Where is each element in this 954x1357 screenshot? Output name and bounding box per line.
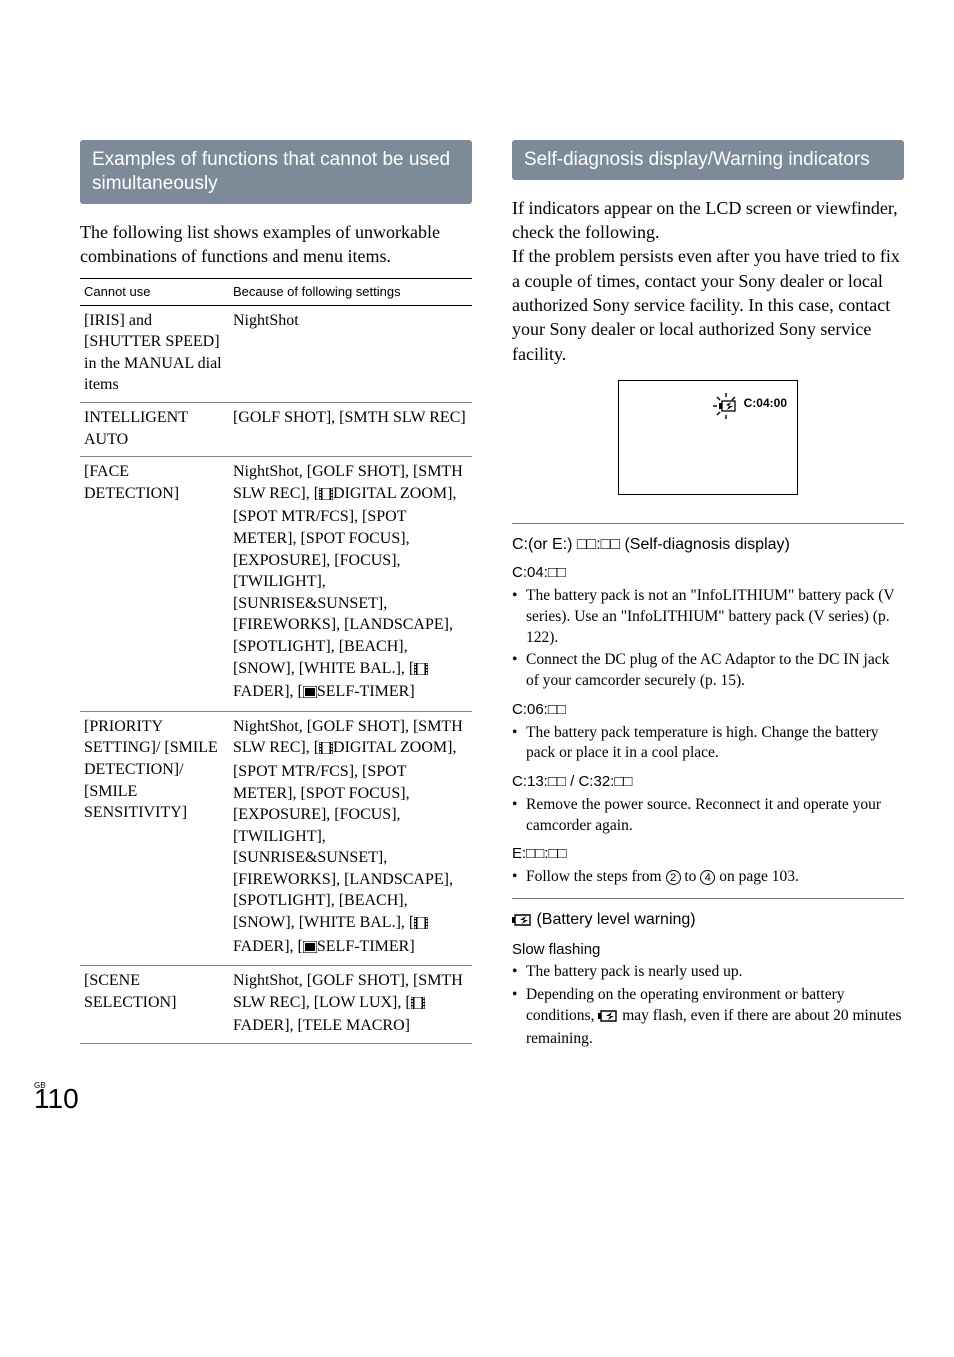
cell-cannot-use: [SCENE SELECTION] — [80, 966, 229, 1044]
cell-because: NightShot, [GOLF SHOT], [SMTH SLW REC], … — [229, 966, 472, 1044]
left-intro: The following list shows examples of unw… — [80, 220, 472, 269]
bullet-item: Follow the steps from 2 to 4 on page 103… — [512, 867, 904, 888]
bullet-list: The battery pack is not an "InfoLITHIUM"… — [512, 586, 904, 693]
film-icon — [319, 485, 333, 507]
circled-2: 2 — [666, 870, 681, 885]
cell-because: NightShot, [GOLF SHOT], [SMTH SLW REC], … — [229, 711, 472, 966]
battery-icon — [512, 911, 532, 933]
right-intro: If indicators appear on the LCD screen o… — [512, 196, 904, 366]
item-label: C:04:□□ — [512, 563, 904, 583]
battery-icon — [598, 1008, 618, 1029]
photo-icon — [303, 683, 317, 705]
right-sections: C:(or E:) □□:□□ (Self-diagnosis display)… — [512, 523, 904, 1050]
right-section-header: Self-diagnosis display/Warning indicator… — [512, 140, 904, 180]
cell-cannot-use: [PRIORITY SETTING]/ [SMILE DETECTION]/ [… — [80, 711, 229, 966]
item-label: C:06:□□ — [512, 700, 904, 720]
bullet-list: Remove the power source. Reconnect it an… — [512, 795, 904, 837]
cell-because: [GOLF SHOT], [SMTH SLW REC] — [229, 403, 472, 457]
film-icon — [414, 914, 428, 936]
cell-because: NightShot, [GOLF SHOT], [SMTH SLW REC], … — [229, 457, 472, 712]
film-icon — [414, 660, 428, 682]
bullet-item: The battery pack is not an "InfoLITHIUM"… — [512, 586, 904, 649]
page-number: 110 — [34, 1080, 954, 1118]
bullet-item: The battery pack is nearly used up. — [512, 962, 904, 983]
photo-icon — [303, 938, 317, 960]
bullet-item: Connect the DC plug of the AC Adaptor to… — [512, 650, 904, 692]
circled-4: 4 — [700, 870, 715, 885]
bullet-list: Follow the steps from 2 to 4 on page 103… — [512, 867, 904, 888]
cell-cannot-use: [FACE DETECTION] — [80, 457, 229, 712]
gb-label: GB — [34, 1081, 46, 1092]
item-label: Slow flashing — [512, 940, 904, 960]
table-row: [FACE DETECTION]NightShot, [GOLF SHOT], … — [80, 457, 472, 712]
table-row: [PRIORITY SETTING]/ [SMILE DETECTION]/ [… — [80, 711, 472, 966]
left-section-header: Examples of functions that cannot be use… — [80, 140, 472, 204]
film-icon — [411, 994, 425, 1016]
cell-cannot-use: INTELLIGENT AUTO — [80, 403, 229, 457]
th-cannot-use: Cannot use — [80, 279, 229, 306]
bullet-item: The battery pack temperature is high. Ch… — [512, 723, 904, 765]
item-label: C:13:□□ / C:32:□□ — [512, 772, 904, 792]
left-column: Examples of functions that cannot be use… — [80, 140, 472, 1052]
item-label: E:□□:□□ — [512, 844, 904, 864]
diagnosis-display-box: C:04:00 — [618, 380, 798, 495]
bullet-list: The battery pack is nearly used up.Depen… — [512, 962, 904, 1050]
bullet-item: Depending on the operating environment o… — [512, 985, 904, 1050]
cannot-use-table: Cannot use Because of following settings… — [80, 278, 472, 1044]
table-row: [IRIS] and [SHUTTER SPEED] in the MANUAL… — [80, 305, 472, 402]
subsection-header: (Battery level warning) — [512, 898, 904, 933]
cannot-tbody: [IRIS] and [SHUTTER SPEED] in the MANUAL… — [80, 305, 472, 1043]
th-because: Because of following settings — [229, 279, 472, 306]
subsection-header: C:(or E:) □□:□□ (Self-diagnosis display) — [512, 523, 904, 556]
bullet-item: Remove the power source. Reconnect it an… — [512, 795, 904, 837]
right-column: Self-diagnosis display/Warning indicator… — [512, 140, 904, 1052]
bullet-list: The battery pack temperature is high. Ch… — [512, 723, 904, 765]
film-icon — [319, 739, 333, 761]
diagnosis-code: C:04:00 — [744, 395, 787, 411]
cell-because: NightShot — [229, 305, 472, 402]
table-row: INTELLIGENT AUTO[GOLF SHOT], [SMTH SLW R… — [80, 403, 472, 457]
cell-cannot-use: [IRIS] and [SHUTTER SPEED] in the MANUAL… — [80, 305, 229, 402]
table-row: [SCENE SELECTION]NightShot, [GOLF SHOT],… — [80, 966, 472, 1044]
battery-warning-icon — [711, 391, 741, 421]
page-footer: GB 110 — [0, 1072, 954, 1138]
